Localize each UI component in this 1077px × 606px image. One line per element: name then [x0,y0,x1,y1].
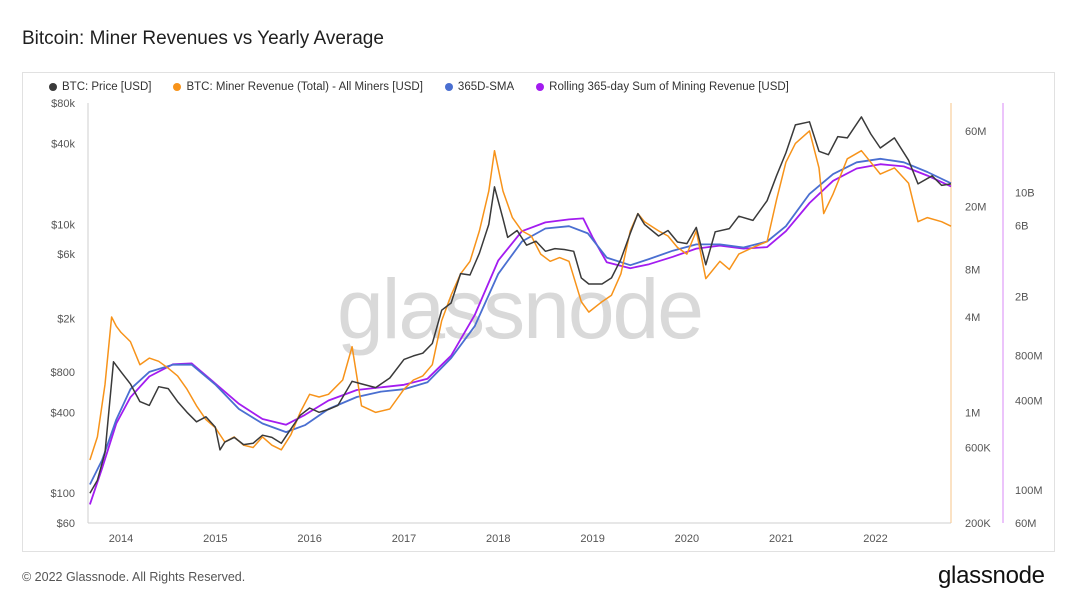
price-tick-label: $6k [57,249,75,261]
price-tick-label: $60 [57,518,75,530]
revenue-tick-label: 4M [965,312,980,324]
revenue-tick-label: 600K [965,442,991,454]
rolling-tick-label: 60M [1015,518,1036,530]
chart-legend: BTC: Price [USD] BTC: Miner Revenue (Tota… [49,81,789,93]
revenue-tick-label: 200K [965,518,991,530]
legend-label: 365D-SMA [457,81,515,93]
x-tick-label: 2014 [109,533,133,545]
series-line-0 [89,116,952,494]
revenue-tick-label: 60M [965,126,986,138]
price-tick-label: $80k [51,98,75,110]
price-tick-label: $100 [51,488,75,500]
x-tick-label: 2022 [863,533,887,545]
revenue-tick-label: 20M [965,201,986,213]
revenue-tick-label: 8M [965,264,980,276]
legend-dot-icon [536,83,545,91]
legend-label: BTC: Price [USD] [62,81,152,93]
legend-item[interactable]: 365D-SMA [444,81,515,93]
chart-svg: glassnode $80k $40k $10k $6k $2k $800 $400 $100 $… [51,98,1043,545]
legend-item[interactable]: BTC: Miner Revenue (Total) - All Miners … [173,81,423,93]
price-tick-label: $10k [51,219,75,231]
legend-label: Rolling 365-day Sum of Mining Revenue [U… [549,81,789,93]
revenue-tick-label: 1M [965,407,980,419]
rolling-tick-label: 6B [1015,221,1028,233]
rolling-tick-label: 10B [1015,188,1035,200]
x-tick-label: 2019 [580,533,604,545]
x-tick-label: 2015 [203,533,227,545]
price-tick-label: $40k [51,138,75,150]
price-tick-label: $400 [51,407,75,419]
series-line-1 [89,130,952,461]
glassnode-logo[interactable]: glassnode [938,562,1045,589]
legend-label: BTC: Miner Revenue (Total) - All Miners … [186,81,423,93]
legend-dot-icon [173,83,182,91]
x-tick-label: 2016 [297,533,321,545]
legend-dot-icon [444,83,453,91]
rolling-tick-label: 2B [1015,292,1028,304]
x-tick-label: 2020 [675,533,699,545]
x-tick-label: 2018 [486,533,510,545]
rolling-tick-label: 100M [1015,485,1043,497]
chart-panel: BTC: Price [USD] BTC: Miner Revenue (Tota… [22,72,1055,552]
rolling-tick-label: 800M [1015,351,1043,363]
x-tick-label: 2017 [392,533,416,545]
chart-title: Bitcoin: Miner Revenues vs Yearly Averag… [22,28,384,49]
copyright-footer: © 2022 Glassnode. All Rights Reserved. [22,570,246,584]
price-tick-label: $800 [51,367,75,379]
x-tick-label: 2021 [769,533,793,545]
series-line-2 [89,157,952,485]
legend-dot-icon [49,83,57,91]
watermark-text: glassnode [337,262,702,356]
rolling-tick-label: 400M [1015,395,1043,407]
price-tick-label: $2k [57,313,75,325]
legend-item[interactable]: Rolling 365-day Sum of Mining Revenue [U… [536,81,789,93]
legend-item[interactable]: BTC: Price [USD] [49,81,151,93]
